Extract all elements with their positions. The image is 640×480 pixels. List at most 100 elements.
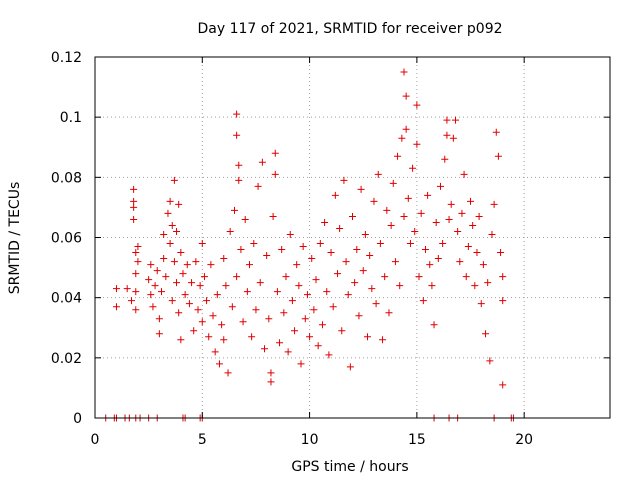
- data-point: [400, 68, 408, 76]
- data-point: [482, 330, 490, 338]
- data-point: [394, 152, 402, 160]
- data-point: [297, 360, 305, 368]
- data-point: [155, 330, 163, 338]
- data-point: [168, 297, 176, 305]
- data-point: [181, 291, 189, 299]
- data-point: [441, 155, 449, 163]
- data-point: [413, 101, 421, 109]
- data-point: [207, 261, 215, 269]
- data-point: [267, 369, 275, 377]
- data-point: [196, 282, 204, 290]
- data-point: [233, 110, 241, 118]
- data-point: [372, 300, 380, 308]
- data-point: [230, 206, 238, 214]
- data-point: [222, 282, 230, 290]
- data-point: [316, 240, 324, 248]
- data-point: [192, 258, 200, 266]
- data-point: [205, 333, 213, 341]
- data-point: [486, 357, 494, 365]
- data-point: [439, 240, 447, 248]
- data-point: [147, 291, 155, 299]
- data-point: [132, 249, 140, 257]
- data-point: [147, 261, 155, 269]
- data-point: [361, 230, 369, 238]
- data-point: [263, 252, 271, 260]
- data-point: [130, 215, 138, 223]
- data-point: [190, 327, 198, 335]
- data-point: [258, 158, 266, 166]
- data-point: [235, 176, 243, 184]
- data-point: [406, 240, 414, 248]
- data-point: [155, 315, 163, 323]
- data-point: [246, 261, 253, 269]
- data-point: [351, 279, 359, 287]
- data-point: [158, 288, 166, 296]
- data-point: [458, 209, 466, 217]
- data-point: [387, 221, 395, 229]
- data-point: [271, 149, 279, 157]
- data-point: [434, 255, 442, 263]
- data-point: [430, 321, 438, 329]
- data-point: [160, 255, 168, 263]
- data-point: [447, 200, 455, 208]
- data-point: [218, 321, 226, 329]
- data-point: [252, 306, 260, 314]
- data-point: [175, 309, 183, 317]
- data-point: [170, 176, 178, 184]
- data-point: [170, 258, 178, 266]
- data-point: [185, 300, 193, 308]
- data-point: [342, 258, 350, 266]
- data-point: [396, 282, 404, 290]
- data-point: [398, 134, 406, 142]
- data-point: [417, 209, 425, 217]
- data-point: [273, 288, 281, 296]
- x-axis-label: GPS time / hours: [291, 459, 408, 475]
- data-point: [243, 288, 251, 296]
- data-point: [443, 116, 451, 124]
- data-point: [162, 273, 170, 281]
- data-point: [346, 363, 354, 371]
- data-point: [331, 191, 339, 199]
- data-point: [175, 200, 183, 208]
- data-point: [366, 252, 374, 260]
- y-tick-label: 0.08: [51, 170, 82, 186]
- data-point: [123, 285, 131, 293]
- data-point: [177, 336, 185, 344]
- data-point: [336, 224, 344, 232]
- data-point: [173, 227, 181, 235]
- data-point: [308, 255, 316, 263]
- data-point: [132, 306, 140, 314]
- x-tick-label: 20: [515, 432, 533, 448]
- data-point: [462, 273, 470, 281]
- data-point: [333, 270, 341, 278]
- data-point: [194, 306, 202, 314]
- data-point: [280, 309, 288, 317]
- ticks-layer: 0 5 10 15 20 0 0.02 0.04 0.06 0.08 0.1 0.12: [51, 50, 610, 448]
- y-tick-label: 0.1: [60, 110, 82, 126]
- data-point: [368, 285, 376, 293]
- data-point: [291, 327, 299, 335]
- x-tick-label: 15: [408, 432, 426, 448]
- data-point: [452, 116, 459, 124]
- data-point: [179, 270, 187, 278]
- data-point: [413, 140, 421, 148]
- data-point: [228, 303, 236, 311]
- data-point: [145, 276, 153, 284]
- data-point: [314, 342, 322, 350]
- data-point: [490, 200, 498, 208]
- data-point: [488, 230, 496, 238]
- data-point: [130, 203, 138, 211]
- y-axis-label: SRMTID / TECUs: [7, 182, 23, 295]
- data-point: [464, 243, 472, 251]
- data-point: [295, 282, 303, 290]
- data-point: [460, 170, 468, 178]
- data-point: [499, 273, 507, 281]
- data-point: [151, 282, 159, 290]
- data-point: [454, 227, 462, 235]
- data-point: [338, 327, 346, 335]
- data-point: [321, 218, 329, 226]
- data-point: [318, 321, 326, 329]
- data-point: [265, 315, 273, 323]
- data-point: [261, 345, 269, 353]
